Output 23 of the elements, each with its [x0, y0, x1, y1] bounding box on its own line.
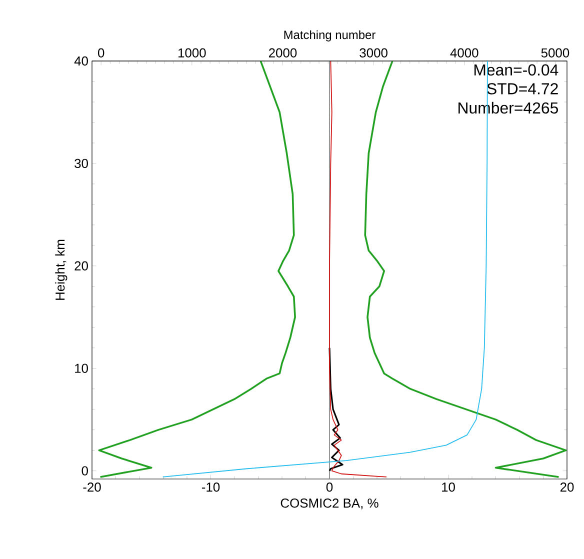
x-tick-label: 10 — [442, 482, 455, 492]
line-series — [329, 60, 387, 478]
y-tick-label: 40 — [74, 56, 88, 66]
x2-tick-label: 2000 — [268, 48, 297, 58]
x2-axis-title: Matching number — [284, 30, 376, 42]
x2-tick-label: 5000 — [541, 48, 570, 58]
x2-tick-label: 3000 — [360, 48, 388, 58]
x2-tick-label: 0 — [98, 48, 104, 58]
x-tick-label: -20 — [83, 482, 101, 492]
x-tick-label: 20 — [560, 482, 574, 492]
y-tick-label: 30 — [74, 158, 88, 168]
annotation: STD=4.72 — [487, 83, 558, 94]
y-tick-label: 0 — [82, 466, 88, 476]
x-tick-label: -10 — [202, 482, 220, 492]
y-axis-title: Height, km — [55, 240, 68, 300]
x-tick-label: 0 — [326, 482, 333, 492]
line-series — [364, 60, 567, 478]
x2-tick-label: 1000 — [178, 48, 206, 58]
y-tick-label: 20 — [74, 261, 88, 270]
y-tick-label: 10 — [75, 364, 88, 373]
x2-tick-label: 4000 — [450, 48, 478, 58]
x-axis-title: COSMIC2 BA, % — [280, 498, 378, 510]
line-series — [328, 347, 344, 472]
